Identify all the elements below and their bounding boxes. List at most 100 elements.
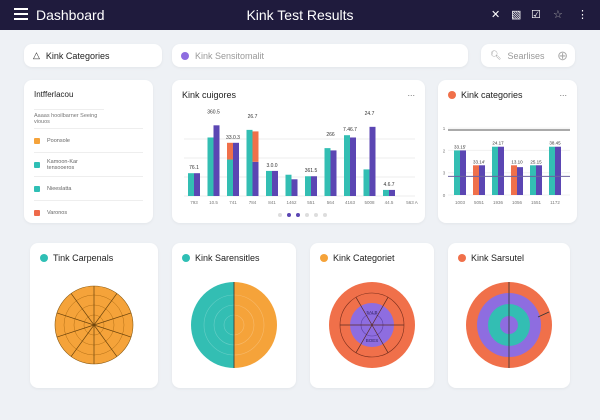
bar-chart-card-2: Kink categories ... 0 3 2 1 33.15' 1003 33.14'… [438, 80, 577, 223]
y-tick-label: 0 [443, 193, 446, 198]
category-filter[interactable]: △ Kink Categories [24, 44, 162, 67]
ring-chart: 5ALB BOES [329, 282, 415, 368]
spoke [355, 297, 373, 326]
x-tick-label: 10.5 [209, 200, 218, 205]
legend-item: Poonsole [34, 128, 143, 152]
bar [536, 165, 542, 195]
bar [492, 146, 498, 195]
more-icon[interactable]: ... [407, 88, 415, 98]
bar [207, 137, 214, 196]
chart-title: Kink cuigores [182, 90, 237, 100]
pie-card-3: Kink Categoriet 5ALB BOES [310, 243, 434, 388]
pie-chart [191, 282, 277, 368]
chart-title: Kink Sarensitles [182, 253, 260, 263]
more-vertical-icon[interactable]: ⋮ [577, 9, 588, 21]
bar [549, 146, 555, 195]
pager-dot [314, 213, 318, 217]
x-tick-label: 1936 [493, 200, 504, 205]
pager-dot [278, 213, 282, 217]
x-tick-label: 793 [190, 200, 198, 205]
spoke [93, 324, 132, 338]
spoke [56, 324, 95, 338]
data-label: 38.45 [549, 141, 561, 146]
y-tick-label: 2 [443, 148, 446, 153]
more-icon[interactable]: ... [559, 88, 567, 98]
data-label: 266 [326, 132, 335, 138]
y-tick-label: 3 [443, 171, 446, 176]
add-icon[interactable]: ⊕ [557, 47, 568, 63]
bar [479, 165, 485, 195]
bar [555, 146, 561, 195]
legend-item: Varonos [34, 200, 143, 224]
bar [460, 150, 466, 195]
bar [473, 165, 479, 195]
bell-off-icon[interactable]: ✕ [491, 9, 501, 21]
x-tick-label: 564 [327, 200, 335, 205]
bar [246, 129, 253, 196]
bar [389, 189, 395, 196]
category-filter-label: Kink Categories [45, 50, 110, 61]
search-input[interactable]: 🔍︎ Searlises ⊕ [481, 44, 575, 67]
x-tick-label: 1172 [550, 200, 560, 205]
data-label: 76.1 [189, 165, 199, 171]
bar [285, 174, 292, 196]
legend-item: Kamoon-Kar tensooeros [34, 152, 143, 176]
search-placeholder: Searlises [507, 50, 545, 61]
bar [383, 189, 389, 196]
data-label: 33.14' [473, 159, 485, 164]
bar [454, 150, 460, 195]
bar-chart: 76.1 793 360.5 10.5 33.0.3 741 26.7 784 3.0.0 841… [184, 109, 418, 217]
spoke [93, 324, 118, 357]
x-tick-label: 741 [229, 200, 237, 205]
pager-dot [323, 213, 327, 217]
pie-card-4: Kink Sarsutel [448, 243, 570, 388]
target-chart [466, 282, 552, 368]
legend-title: Intfferlacou [34, 90, 74, 99]
pager-dot [305, 213, 309, 217]
x-tick-label: 44.5 [385, 200, 394, 205]
spoke [355, 324, 373, 353]
pager-dot [287, 213, 291, 217]
bar [305, 176, 311, 196]
sensitivity-input[interactable]: Kink Sensitomalit [172, 44, 468, 67]
bar [324, 148, 331, 196]
data-label: 26.7 [248, 114, 258, 120]
x-tick-label: 841 [268, 200, 276, 205]
bar [498, 146, 504, 195]
legend-card: Intfferlacou Aaaas hooilbarner Seeing vi… [24, 80, 153, 223]
bar [350, 137, 356, 196]
dot-icon [181, 51, 189, 60]
tick-mark [537, 311, 550, 318]
bar [311, 176, 317, 196]
image-off-icon[interactable]: ▧ [511, 9, 522, 21]
pager-dot [296, 213, 300, 217]
spoke [93, 293, 118, 326]
x-tick-label: 784 [249, 200, 257, 205]
bar [266, 170, 272, 196]
bar [330, 150, 337, 196]
dashboard-link[interactable]: Dashboard [36, 7, 105, 23]
x-tick-label: 551 [307, 200, 315, 205]
chart-title: Kink Sarsutel [458, 253, 524, 263]
y-tick-label: 1 [443, 126, 446, 131]
chart-title: Tink Carpenals [40, 253, 113, 263]
x-tick-label: 5008 [364, 200, 375, 205]
data-label: 360.5 [207, 109, 220, 115]
data-label: 4.6.7 [383, 182, 394, 188]
legend-item: Nieeslatta [34, 176, 143, 200]
spoke [371, 297, 389, 326]
chart-title: Kink categories [448, 90, 523, 100]
sensitivity-placeholder: Kink Sensitomalit [195, 50, 265, 61]
chart-title: Kink Categoriet [320, 253, 395, 263]
radial-chart [54, 285, 134, 365]
spoke [93, 312, 132, 326]
bar [344, 135, 350, 196]
top-bar: Dashboard Kink Test Results ✕ ▧ ☑ ☆ ⋮ [0, 0, 600, 30]
spoke [371, 324, 389, 353]
check-square-icon[interactable]: ☑ [531, 9, 541, 21]
hamburger-icon[interactable] [14, 8, 28, 22]
spoke [56, 312, 95, 326]
x-tick-label: 1056 [512, 200, 523, 205]
star-icon[interactable]: ☆ [553, 9, 563, 21]
triangle-icon: △ [33, 50, 40, 60]
